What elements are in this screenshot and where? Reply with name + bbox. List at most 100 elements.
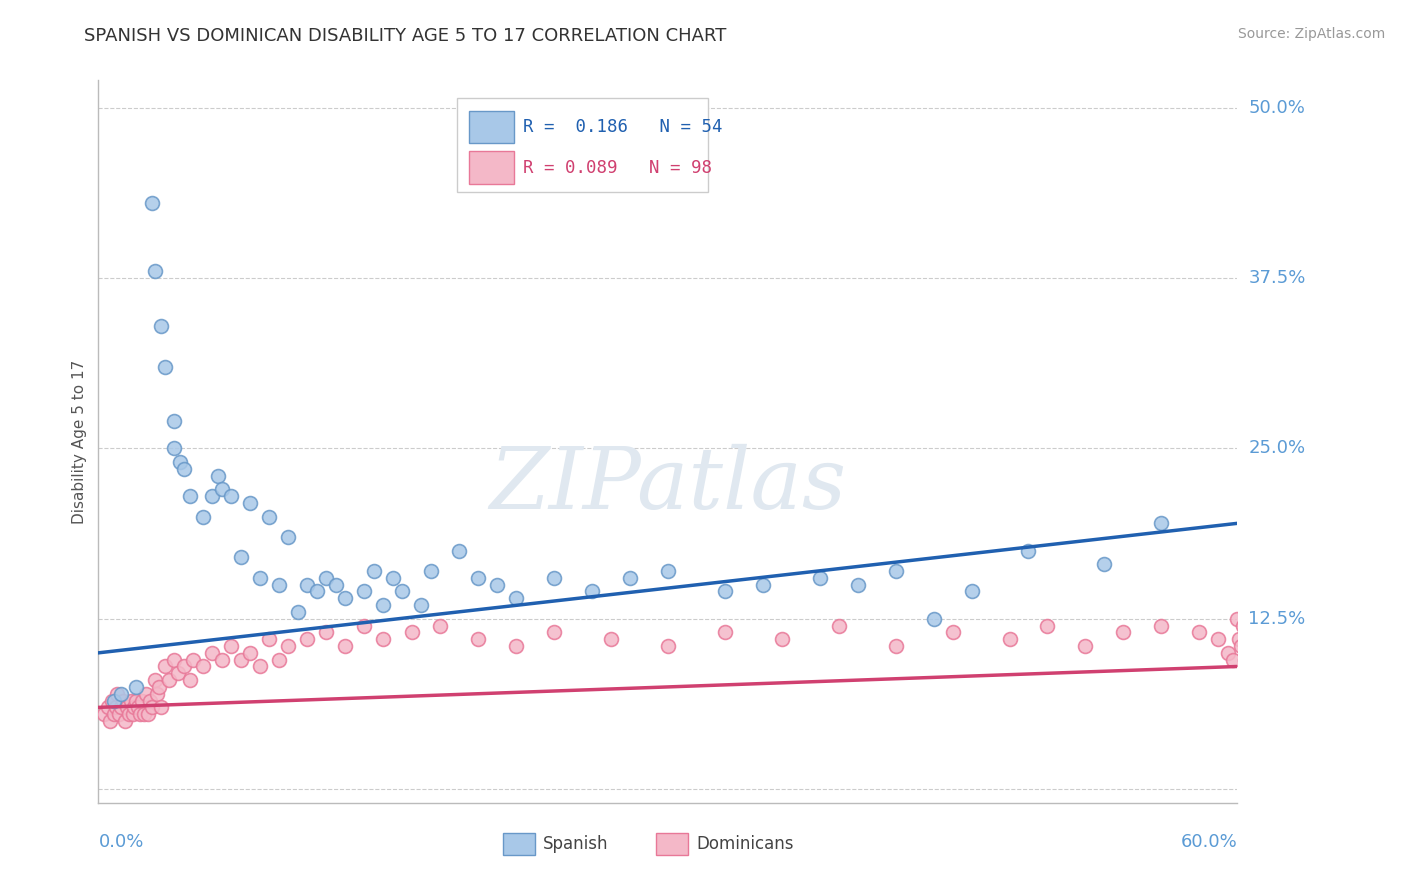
Point (124, 700, 146, 714)
Point (1279, 653, 1302, 667)
Point (1233, 653, 1256, 667)
Point (157, 673, 180, 687)
Point (1336, 639, 1358, 653)
Text: SPANISH VS DOMINICAN DISABILITY AGE 5 TO 17 CORRELATION CHART: SPANISH VS DOMINICAN DISABILITY AGE 5 TO… (84, 27, 727, 45)
Point (1227, 632, 1250, 647)
Point (221, 489, 243, 503)
Point (1150, 516, 1173, 531)
Point (657, 639, 679, 653)
Point (486, 577, 509, 591)
Point (120, 693, 142, 707)
Text: Spanish: Spanish (543, 835, 607, 853)
Point (148, 680, 170, 694)
Point (371, 598, 394, 612)
Point (277, 639, 299, 653)
Point (211, 482, 233, 496)
Point (1284, 632, 1306, 647)
Point (846, 577, 869, 591)
Point (138, 693, 160, 707)
Point (335, 591, 357, 606)
Point (146, 687, 169, 701)
Point (239, 646, 262, 660)
FancyBboxPatch shape (468, 151, 515, 184)
Point (1222, 653, 1244, 667)
Point (201, 489, 224, 503)
Point (808, 571, 831, 585)
Point (1260, 632, 1282, 647)
Point (371, 632, 394, 647)
Point (277, 530, 299, 544)
Point (145, 673, 167, 687)
Point (770, 632, 793, 647)
Point (942, 625, 965, 640)
Text: R =  0.186   N = 54: R = 0.186 N = 54 (523, 119, 723, 136)
Point (153, 359, 176, 374)
Point (136, 707, 159, 722)
Point (998, 632, 1021, 647)
Text: ZIPatlas: ZIPatlas (489, 443, 846, 526)
Point (1239, 632, 1261, 647)
Point (249, 659, 271, 673)
Point (1286, 646, 1309, 660)
Point (401, 625, 423, 640)
Point (229, 550, 252, 565)
Point (135, 687, 157, 701)
FancyBboxPatch shape (457, 98, 707, 193)
Point (581, 584, 603, 599)
Text: R = 0.089   N = 98: R = 0.089 N = 98 (523, 159, 713, 177)
Point (884, 639, 907, 653)
Point (239, 496, 262, 510)
Point (1254, 625, 1277, 640)
Point (543, 571, 565, 585)
Point (211, 653, 233, 667)
Point (163, 414, 186, 428)
Point (1188, 625, 1211, 640)
Point (1036, 618, 1059, 632)
Point (287, 605, 309, 619)
Point (179, 673, 201, 687)
Point (132, 707, 155, 722)
Point (960, 584, 983, 599)
Point (714, 584, 737, 599)
Point (103, 707, 125, 722)
FancyBboxPatch shape (503, 833, 534, 855)
Point (752, 577, 775, 591)
Point (141, 196, 163, 211)
Point (114, 714, 136, 728)
Point (297, 577, 319, 591)
Point (103, 693, 125, 707)
Point (325, 577, 347, 591)
Point (191, 509, 214, 524)
Point (131, 693, 153, 707)
Point (163, 653, 186, 667)
Point (1094, 558, 1116, 572)
Point (467, 571, 489, 585)
Point (129, 707, 152, 722)
Text: Source: ZipAtlas.com: Source: ZipAtlas.com (1237, 27, 1385, 41)
Point (121, 707, 143, 722)
Point (411, 598, 433, 612)
Point (1292, 625, 1315, 640)
Point (619, 571, 641, 585)
Point (221, 639, 243, 653)
Point (179, 489, 201, 503)
Point (98, 714, 121, 728)
Point (201, 646, 224, 660)
Point (505, 639, 527, 653)
Point (467, 632, 489, 647)
Point (315, 571, 337, 585)
Point (419, 564, 441, 578)
Point (150, 318, 173, 333)
Point (1208, 632, 1230, 647)
FancyBboxPatch shape (657, 833, 689, 855)
Point (1298, 659, 1320, 673)
Point (1264, 646, 1286, 660)
Point (229, 653, 252, 667)
Point (884, 564, 907, 578)
Point (183, 653, 205, 667)
Point (145, 264, 167, 278)
Point (1274, 625, 1296, 640)
Point (207, 468, 229, 483)
Point (141, 700, 163, 714)
Text: 12.5%: 12.5% (1249, 610, 1306, 628)
